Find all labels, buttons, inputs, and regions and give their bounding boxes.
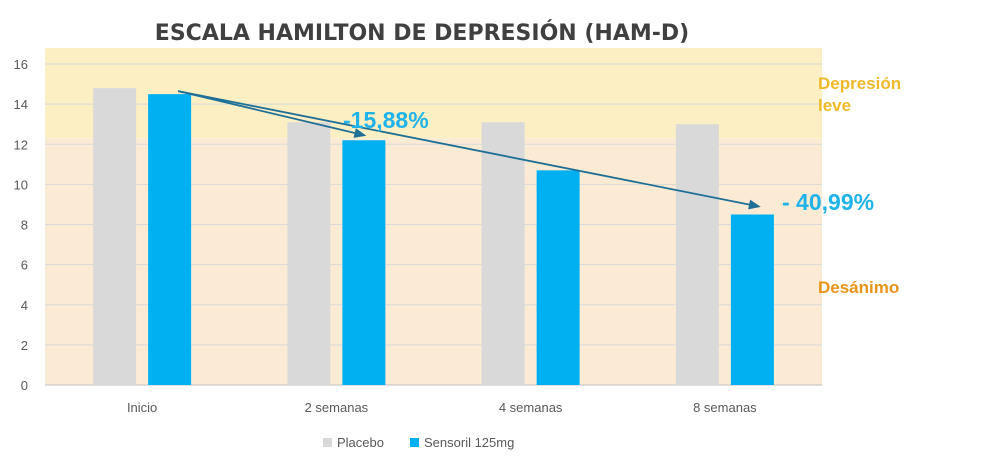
y-tick-label: 14 bbox=[14, 97, 28, 112]
zone-label-desanimo: Desánimo bbox=[818, 278, 899, 297]
x-tick-label: 8 semanas bbox=[693, 400, 757, 415]
y-tick-label: 2 bbox=[21, 338, 28, 353]
bar-sensoril-3 bbox=[730, 214, 774, 385]
y-tick-label: 16 bbox=[14, 57, 28, 72]
trend-arrow-2-semanas bbox=[177, 90, 367, 138]
legend-label-0: Placebo bbox=[337, 435, 384, 450]
bar-placebo-1 bbox=[287, 122, 331, 385]
y-tick-label: 8 bbox=[21, 218, 28, 233]
trend-arrow-8-semanas bbox=[177, 90, 761, 210]
bar-placebo-2 bbox=[481, 122, 525, 385]
bar-sensoril-0 bbox=[148, 94, 192, 385]
legend-swatch-0 bbox=[323, 438, 332, 447]
legend-label-1: Sensoril 125mg bbox=[424, 435, 514, 450]
bar-placebo-3 bbox=[675, 124, 719, 385]
bar-sensoril-1 bbox=[342, 140, 386, 385]
y-tick-label: 0 bbox=[21, 378, 28, 393]
bar-sensoril-2 bbox=[536, 170, 580, 385]
y-tick-label: 6 bbox=[21, 258, 28, 273]
legend-swatch-1 bbox=[410, 438, 419, 447]
zone-label-depresion-leve-line2: leve bbox=[818, 96, 851, 115]
y-tick-label: 12 bbox=[14, 137, 28, 152]
bar-placebo-0 bbox=[93, 88, 137, 385]
y-tick-label: 4 bbox=[21, 298, 28, 313]
annotation-8-semanas: - 40,99% bbox=[782, 189, 874, 215]
x-tick-label: Inicio bbox=[127, 400, 157, 415]
annotation-2-semanas: -15,88% bbox=[343, 107, 429, 133]
zone-label-depresion-leve-line1: Depresión bbox=[818, 74, 901, 93]
x-tick-label: 2 semanas bbox=[305, 400, 369, 415]
chart-title: ESCALA HAMILTON DE DEPRESIÓN (HAM-D) bbox=[155, 20, 689, 46]
y-tick-label: 10 bbox=[14, 177, 28, 192]
x-tick-label: 4 semanas bbox=[499, 400, 563, 415]
